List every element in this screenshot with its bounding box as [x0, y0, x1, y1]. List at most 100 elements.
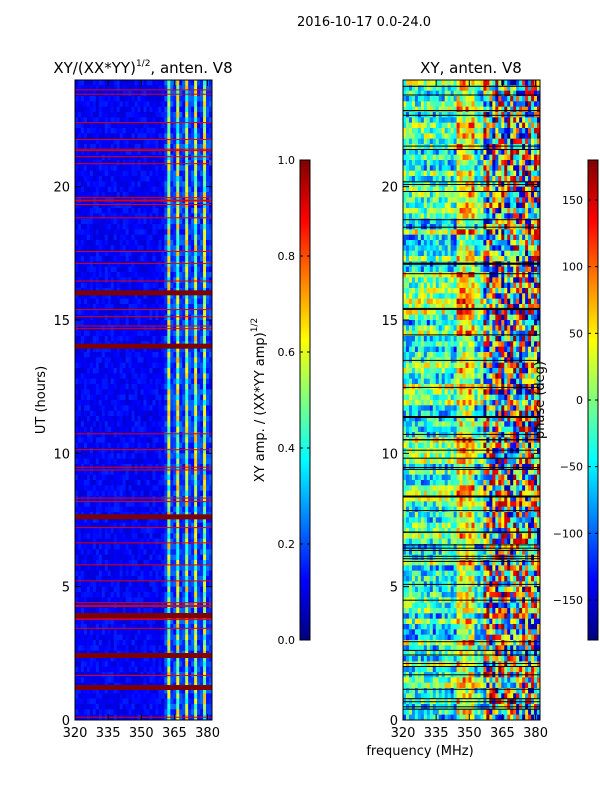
- amplitude-cell: [77, 640, 82, 646]
- amplitude-cell: [173, 490, 177, 497]
- amplitude-cell: [143, 432, 147, 438]
- amplitude-cell: [137, 629, 141, 635]
- amplitude-cell: [92, 165, 97, 171]
- amplitude-cell: [182, 96, 186, 102]
- amplitude-cell: [77, 293, 82, 299]
- amplitude-cell: [179, 485, 183, 491]
- amplitude-cell: [197, 218, 201, 225]
- amplitude-cell: [161, 544, 165, 550]
- amplitude-cell: [92, 202, 97, 209]
- amplitude-cell: [143, 490, 147, 497]
- amplitude-cell: [146, 250, 150, 257]
- amplitude-cell: [110, 389, 115, 395]
- amplitude-cell: [119, 282, 123, 289]
- amplitude-cell: [188, 565, 192, 571]
- amplitude-cell: [83, 250, 88, 257]
- amplitude-cell: [197, 442, 201, 449]
- amplitude-cell: [143, 112, 147, 118]
- amplitude-cell: [143, 378, 147, 385]
- amplitude-cell: [191, 309, 195, 315]
- amplitude-cell: [75, 304, 79, 310]
- amplitude-cell: [155, 426, 159, 433]
- amplitude-cell: [143, 330, 147, 337]
- amplitude-cell: [137, 480, 141, 486]
- amplitude-cell: [194, 176, 198, 182]
- amplitude-cell: [209, 266, 212, 273]
- amplitude-cell: [104, 496, 109, 502]
- amplitude-cell: [143, 506, 147, 513]
- amplitude-cell: [77, 501, 82, 507]
- amplitude-cell: [155, 346, 159, 353]
- amplitude-cell: [77, 218, 82, 225]
- amplitude-cell: [125, 346, 129, 353]
- amplitude-cell: [131, 122, 135, 129]
- amplitude-cell: [155, 496, 159, 502]
- amplitude-cell: [98, 432, 103, 438]
- amplitude-cell: [197, 560, 201, 566]
- amplitude-cell: [131, 266, 135, 273]
- amplitude-cell: [149, 597, 153, 603]
- amplitude-heatmap: [75, 80, 212, 720]
- amplitude-cell: [101, 176, 106, 182]
- amplitude-cell: [110, 128, 115, 134]
- amplitude-cell: [131, 474, 135, 481]
- amplitude-cell: [122, 128, 126, 134]
- amplitude-cell: [155, 304, 159, 310]
- amplitude-cell: [134, 533, 138, 539]
- amplitude-cell: [140, 624, 144, 630]
- amplitude-cell: [179, 554, 183, 561]
- amplitude-cell: [182, 202, 186, 209]
- amplitude-cell: [188, 325, 192, 331]
- amplitude-cell: [83, 448, 88, 454]
- amplitude-cell: [125, 634, 129, 641]
- amplitude-cell: [101, 101, 106, 107]
- amplitude-cell: [75, 186, 79, 193]
- amplitude-cell: [149, 496, 153, 502]
- amplitude-cell: [176, 250, 180, 257]
- amplitude-cell: [113, 480, 117, 486]
- amplitude-cell: [146, 298, 150, 305]
- amplitude-cell: [209, 213, 212, 219]
- amplitude-cell: [101, 133, 106, 139]
- amplitude-cell: [101, 181, 106, 187]
- amplitude-cell: [128, 117, 132, 123]
- amplitude-cell: [158, 554, 162, 561]
- amplitude-cell: [176, 106, 180, 113]
- amplitude-cell: [143, 474, 147, 481]
- amplitude-cell: [146, 458, 150, 465]
- amplitude-cell: [182, 352, 186, 358]
- amplitude-cell: [170, 624, 174, 630]
- amplitude-cell: [75, 138, 79, 145]
- amplitude-cell: [125, 250, 129, 257]
- amplitude-cell: [110, 570, 115, 577]
- amplitude-cell: [200, 176, 204, 182]
- amplitude-cell: [101, 282, 106, 289]
- amplitude-cell: [116, 261, 120, 267]
- amplitude-cell: [80, 453, 85, 459]
- amplitude-cell: [149, 80, 153, 86]
- amplitude-cell: [119, 149, 123, 155]
- amplitude-cell: [125, 165, 129, 171]
- amplitude-cell: [155, 405, 159, 411]
- amplitude-cell: [161, 101, 165, 107]
- amplitude-cell: [200, 538, 204, 545]
- amplitude-cell: [128, 224, 132, 230]
- amplitude-cell: [149, 240, 153, 246]
- amplitude-cell: [200, 122, 204, 129]
- amplitude-cell: [167, 309, 171, 315]
- amplitude-cell: [185, 170, 189, 177]
- amplitude-cell: [95, 549, 100, 555]
- amplitude-cell: [101, 426, 106, 433]
- amplitude-cell: [77, 442, 82, 449]
- amplitude-cell: [134, 624, 138, 630]
- amplitude-cell: [107, 101, 112, 107]
- amplitude-cell: [113, 234, 117, 241]
- amplitude-cell: [119, 224, 123, 230]
- amplitude-cell: [119, 378, 123, 385]
- amplitude-cell: [134, 293, 138, 299]
- amplitude-cell: [194, 336, 198, 342]
- amplitude-cell: [77, 554, 82, 561]
- amplitude-cell: [98, 501, 103, 507]
- amplitude-cell: [161, 320, 165, 326]
- amplitude-cell: [158, 485, 162, 491]
